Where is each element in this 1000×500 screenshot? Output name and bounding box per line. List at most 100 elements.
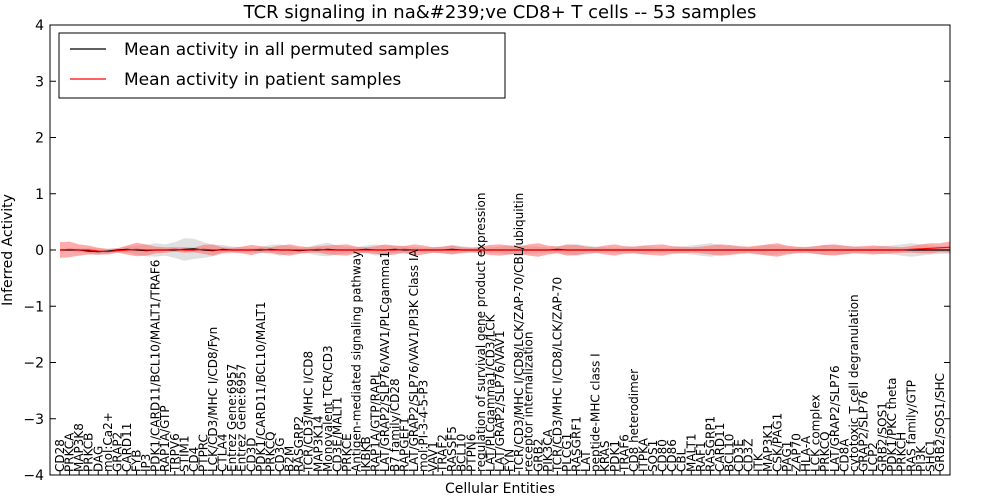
series-line-1 (59, 246, 950, 253)
x-tick-label: TRAF2 (436, 434, 450, 473)
x-tick-label: FYB (130, 450, 144, 472)
y-axis-label: Inferred Activity (0, 194, 16, 306)
x-tick-label: RAF1 (694, 441, 708, 472)
x-tick-label: MAP3K8 (72, 423, 86, 472)
x-tick-label: CARD11 (120, 423, 134, 472)
x-tick-label: CTLA4 (216, 433, 230, 472)
x-tick-label: RAP1A/GTP (158, 405, 172, 472)
x-tick-label: TCR/CD3/MHC I/CD8/LCK/ZAP-70/CBL/ubiquit… (512, 193, 526, 473)
x-tick-label: LAT/GRAP2/SLP76/VAV1/PLCgamma1 (378, 251, 392, 472)
x-tick-label: CD86 (665, 439, 679, 472)
legend-box (58, 32, 506, 99)
x-tick-label: RAP1A/GTP/RAPL (369, 371, 383, 472)
x-tick-label: MALT1 (684, 433, 698, 472)
x-tick-label: PRKCQ (818, 431, 832, 472)
x-tick-label: VAV1 (426, 441, 440, 472)
x-tick-label: CD3E/MALT1 (330, 397, 344, 472)
y-tick-label: 1 (35, 187, 44, 203)
x-tick-label: RAS family/GTP (904, 380, 918, 472)
x-tick-label: mol:PI-3-4-5-P3 (417, 380, 431, 472)
x-tick-label: CARD11 (713, 423, 727, 472)
x-tick-label: SHC1 (923, 439, 937, 472)
y-tick-label: 4 (35, 18, 44, 34)
x-tick-label: CD3D (244, 438, 258, 473)
x-tick-label: B2M (283, 446, 297, 472)
x-tick-label: RASSF5 (445, 426, 459, 472)
x-tick-label: LCK complex (809, 394, 823, 472)
x-tick-label: LAT (579, 450, 593, 472)
x-tick-label: CD3E (732, 439, 746, 472)
x-tick-label: CD8A (837, 438, 851, 472)
x-tick-label: Entrez Gene:6957 (225, 364, 239, 472)
x-tick-label: CD8 heterodimer (627, 369, 641, 472)
y-tick-label: 3 (35, 74, 44, 90)
x-tick-label: PAG1 (780, 441, 794, 472)
x-tick-label: CBL (675, 448, 689, 472)
x-tick-label: Entrez Gene:6957 (235, 364, 249, 472)
x-axis: CD28PRKCAMAP3K8PRKCBDAGmol:Ca2+GRAP2CARD… (53, 193, 947, 475)
x-tick-label: SOS1 (646, 440, 660, 472)
x-tick-label: PIK3CA (541, 428, 555, 472)
x-tick-label: B7 family/CD28 (388, 378, 402, 472)
x-tick-label: IP3 (139, 454, 153, 472)
x-tick-label: HLA-A (799, 435, 813, 472)
x-tick-label: CD80 (656, 439, 670, 472)
x-tick-label: BCL10 (455, 434, 469, 472)
x-tick-label: regulation of survival gene product expr… (474, 193, 488, 472)
x-tick-label: KRAS (598, 440, 612, 472)
x-tick-label: CSK/PAG1 (770, 413, 784, 472)
x-axis-label: Cellular Entities (445, 481, 555, 497)
x-tick-label: PRKCB (82, 433, 96, 472)
x-tick-label: MAP3K14 (311, 415, 325, 472)
x-tick-label: TCR/CD3/MHC I/CD8/LCK/ZAP-70 (550, 277, 564, 473)
x-tick-label: cytotoxic T cell degranulation (847, 294, 861, 472)
legend: Mean activity in all permuted samples Me… (58, 32, 506, 99)
plot-area (59, 238, 950, 261)
x-tick-label: RASGRF1 (570, 416, 584, 472)
x-tick-label: TCR/CD3/MHC I/CD8 (302, 351, 316, 473)
legend-label-permuted: Mean activity in all permuted samples (124, 40, 449, 60)
x-tick-label: receptor internalization (522, 332, 536, 472)
x-tick-label: PRKCA (63, 432, 77, 472)
x-tick-label: DAG (91, 446, 105, 472)
x-tick-label: PI3K (914, 445, 928, 472)
x-tick-label: LAT/PLCgamma1/CD3/LCK (483, 313, 497, 472)
x-tick-label: LCP2 (866, 442, 880, 472)
x-tick-label: ITPKA (637, 437, 651, 472)
x-tick-label: LAT/GRAP2/SLP76 (828, 365, 842, 472)
plot-frame (49, 24, 951, 476)
x-tick-label: MAP3K1 (761, 423, 775, 472)
x-tick-label: RASGRP2 (292, 416, 306, 472)
x-tick-label: PDK1/PKC theta (885, 378, 899, 472)
x-tick-label: CD3G (273, 437, 287, 472)
x-tick-label: PRKCE (340, 433, 354, 472)
x-tick-label: PTPN6 (464, 434, 478, 472)
x-tick-label: RAPGEF1 (397, 417, 411, 472)
x-tick-label: PDK1 (608, 440, 622, 472)
x-tick-label: ZAP70 (790, 433, 804, 472)
x-tick-label: STIM1 (177, 436, 191, 472)
x-tick-label: LAT/GRAP2/SLP76/VAV1 (493, 331, 507, 472)
chart-title: TCR signaling in na&#239;ve CD8+ T cells… (243, 2, 757, 23)
x-tick-label: BCL10 (723, 434, 737, 472)
x-tick-label: Monovalent TCR/CD3 (321, 345, 335, 472)
x-tick-label: CD3Z (742, 439, 756, 472)
x-tick-label: IKBKB (359, 436, 373, 472)
x-tick-label: TRPV6 (168, 433, 182, 473)
x-tick-label: peptide-MHC class I (589, 353, 603, 472)
x-tick-label: FYN (503, 449, 517, 472)
x-tick-label: GRAP2 (110, 432, 124, 472)
x-tick-label: ITK (751, 452, 765, 472)
x-tick-label: Antigen-mediated signaling pathway (350, 251, 364, 472)
y-tick-label: 2 (35, 131, 44, 147)
x-tick-label: PDK1/CARD11/BCL10/MALT1 (254, 302, 268, 472)
x-tick-label: LAT/GRAP2/SLP76/VAV1/PI3K Class IA (407, 248, 421, 472)
x-tick-label: CD4 (187, 447, 201, 472)
x-tick-label: LCK/CD3/MHC I/CD8/Fyn (206, 327, 220, 472)
x-tick-label: PTPRC (197, 434, 211, 472)
x-tick-label: GRB2 (531, 438, 545, 472)
y-tick-label: −4 (23, 468, 44, 484)
x-tick-label: GRB2/SOS1/SHC (933, 373, 947, 472)
legend-label-patient: Mean activity in patient samples (124, 70, 401, 90)
